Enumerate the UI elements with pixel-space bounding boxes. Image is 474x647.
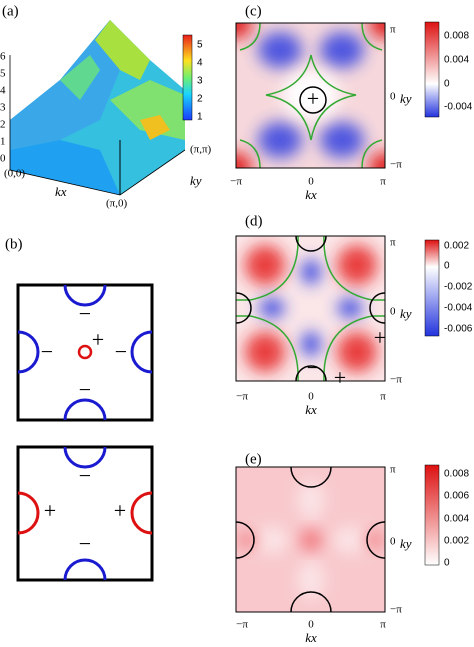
- tick-label: 1: [0, 136, 6, 148]
- tick-label: 6: [0, 51, 6, 63]
- sign: −: [307, 355, 319, 380]
- tick-label: 2: [0, 119, 6, 131]
- colorbar: [182, 34, 193, 121]
- corner-label: (0,0): [4, 168, 25, 180]
- axis-label: kx: [305, 402, 317, 417]
- tick-label: −π: [236, 391, 248, 403]
- sign: +: [307, 86, 319, 111]
- colorbar-tick: -0.004: [444, 102, 473, 113]
- colorbar-tick: -0.002: [444, 282, 473, 293]
- axis-label: kx: [305, 630, 317, 645]
- tick-label: −π: [236, 619, 248, 631]
- colorbar-tick: 0.004: [444, 55, 469, 66]
- colorbar: [424, 464, 440, 566]
- tick-label: −π: [390, 604, 402, 616]
- colorbar-tick: 4: [197, 58, 203, 69]
- tick-label: 4: [0, 85, 6, 97]
- colorbar-tick: 0.002: [444, 241, 469, 252]
- frame: [235, 235, 386, 382]
- surface: [9, 20, 186, 196]
- frame: [235, 466, 386, 613]
- tick-label: −π: [390, 159, 402, 171]
- tick-label: π: [380, 619, 386, 631]
- panel-label: (c): [245, 3, 262, 19]
- axes: π 0 −π ky −π 0 π kx: [230, 24, 412, 202]
- tick-label: π: [380, 176, 386, 188]
- panel-label: (e): [245, 451, 262, 467]
- frame: [235, 22, 386, 169]
- tick-label: 0: [390, 536, 396, 548]
- panel-label: (a): [2, 3, 19, 19]
- heatmap: [236, 467, 385, 612]
- panel-label: (d): [245, 213, 263, 229]
- axes: π 0 −π ky −π 0 π kx: [236, 237, 412, 417]
- sign: −: [41, 339, 53, 364]
- colorbar-tick: 0.008: [444, 31, 469, 42]
- tick-label: 0: [308, 176, 314, 188]
- tick-label: 0: [390, 306, 396, 318]
- colorbar-tick: 1: [197, 112, 203, 123]
- axis-label: kx: [55, 184, 67, 199]
- sign: +: [374, 325, 386, 350]
- tick-label: 0: [308, 391, 314, 403]
- tick-label: π: [380, 391, 386, 403]
- sign: −: [79, 301, 91, 326]
- colorbar-tick: 3: [197, 76, 203, 87]
- colorbar-tick: 0.002: [444, 536, 469, 547]
- axes: π 0 −π ky −π 0 π kx: [236, 464, 412, 645]
- tick-label: π: [390, 24, 396, 36]
- colorbar-tick: 0: [444, 79, 450, 90]
- colorbar-tick: 0.006: [444, 491, 469, 502]
- axis-label: ky: [190, 173, 202, 188]
- colorbar-tick: 2: [197, 94, 203, 105]
- colorbar: [424, 21, 440, 118]
- sign: −: [115, 339, 127, 364]
- sign: +: [92, 327, 104, 352]
- sign: +: [334, 365, 346, 390]
- tick-label: 0: [308, 619, 314, 631]
- axis-label: ky: [400, 306, 412, 321]
- colorbar-tick: 0: [444, 261, 450, 272]
- tick-label: −π: [230, 176, 242, 188]
- heatmap: [236, 236, 385, 381]
- colorbar-tick: -0.006: [444, 324, 473, 335]
- axis-label: ky: [400, 536, 412, 551]
- sign: +: [114, 498, 126, 523]
- colorbar-tick: 5: [197, 40, 203, 51]
- axis-label: kx: [305, 187, 317, 202]
- colorbar-tick: -0.004: [444, 303, 473, 314]
- tick-label: −π: [390, 374, 402, 386]
- colorbar-tick: 0.008: [444, 469, 469, 480]
- tick-label: 3: [0, 102, 6, 114]
- colorbar-tick: 0.004: [444, 514, 469, 525]
- axis-label: ky: [400, 91, 412, 106]
- tick-label: 0: [0, 153, 6, 165]
- tick-label: π: [390, 464, 396, 476]
- sign: +: [44, 498, 56, 523]
- colorbar-tick: 0: [444, 558, 450, 569]
- sign: −: [79, 377, 91, 402]
- tick-label: 0: [390, 91, 396, 103]
- heatmap: [236, 23, 385, 168]
- corner-label: (π,0): [106, 198, 127, 210]
- fermi-diagram: [16, 283, 154, 582]
- corner-label: (π,π): [190, 144, 212, 156]
- tick-label: 5: [0, 68, 6, 80]
- z-ticks: 6 5 4 3 2 1 0: [0, 51, 6, 165]
- colorbar: [424, 239, 440, 337]
- panel-label: (b): [5, 236, 23, 252]
- sign: −: [79, 463, 91, 488]
- tick-label: π: [390, 237, 396, 249]
- sign: −: [79, 531, 91, 556]
